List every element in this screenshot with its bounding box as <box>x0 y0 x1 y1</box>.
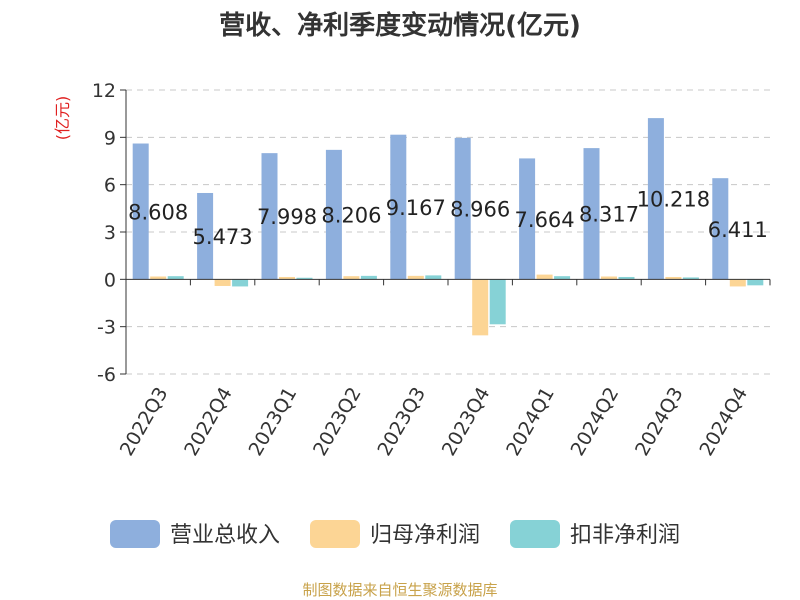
bar-扣非净利润-2024Q3[interactable] <box>682 277 699 280</box>
x-tick-label: 2022Q4 <box>180 384 237 460</box>
legend-label[interactable]: 营业总收入 <box>170 523 280 548</box>
legend: 营业总收入 归母净利润 扣非净利润 <box>110 520 680 548</box>
y-tick-label: 9 <box>104 127 116 149</box>
bar-营业总收入-2024Q3[interactable] <box>647 118 664 280</box>
x-tick-label: 2024Q1 <box>502 384 559 460</box>
x-tick-label: 2024Q2 <box>567 384 624 460</box>
legend-swatch[interactable] <box>310 520 360 548</box>
y-axis-label: (亿元) <box>53 96 72 141</box>
y-tick-label: 6 <box>104 175 116 197</box>
bar-归母净利润-2023Q2[interactable] <box>343 276 360 280</box>
bar-归母净利润-2022Q4[interactable] <box>214 279 231 286</box>
bar-归母净利润-2024Q1[interactable] <box>536 274 553 280</box>
bar-扣非净利润-2022Q3[interactable] <box>167 276 184 280</box>
grid <box>126 89 770 375</box>
data-label: 5.473 <box>193 225 253 249</box>
data-label: 7.664 <box>515 208 575 232</box>
bar-扣非净利润-2023Q2[interactable] <box>360 275 377 280</box>
bar-扣非净利润-2024Q1[interactable] <box>554 276 571 280</box>
bar-营业总收入-2023Q3[interactable] <box>390 134 407 280</box>
x-tick-label: 2023Q4 <box>438 384 495 460</box>
bars <box>132 118 764 336</box>
bar-扣非净利润-2023Q4[interactable] <box>489 279 506 325</box>
y-tick-label: 3 <box>104 222 116 244</box>
y-tick-label: 12 <box>92 80 116 102</box>
data-label: 8.317 <box>579 203 639 227</box>
y-tick-label: 0 <box>104 269 116 291</box>
bar-营业总收入-2023Q2[interactable] <box>325 149 342 280</box>
legend-label[interactable]: 归母净利润 <box>370 523 480 548</box>
bar-扣非净利润-2022Q4[interactable] <box>232 279 249 287</box>
bar-扣非净利润-2024Q4[interactable] <box>747 279 764 286</box>
legend-swatch[interactable] <box>110 520 160 548</box>
bar-归母净利润-2023Q3[interactable] <box>407 275 424 280</box>
bar-营业总收入-2022Q4[interactable] <box>197 192 214 280</box>
bar-归母净利润-2022Q3[interactable] <box>150 276 167 280</box>
x-tick-label: 2023Q2 <box>309 384 366 460</box>
data-label: 6.411 <box>708 218 768 242</box>
bar-归母净利润-2024Q3[interactable] <box>665 276 682 280</box>
x-tick-label: 2024Q3 <box>631 384 688 460</box>
x-tick-label: 2022Q3 <box>116 384 173 460</box>
bar-营业总收入-2023Q1[interactable] <box>261 153 278 280</box>
legend-swatch[interactable] <box>510 520 560 548</box>
bar-归母净利润-2024Q2[interactable] <box>601 276 617 280</box>
bar-扣非净利润-2023Q3[interactable] <box>425 275 442 280</box>
x-tick-label: 2023Q3 <box>373 384 430 460</box>
x-tick-label: 2024Q4 <box>695 384 752 460</box>
bar-扣非净利润-2023Q1[interactable] <box>296 277 313 280</box>
bar-归母净利润-2024Q4[interactable] <box>729 279 746 287</box>
bar-归母净利润-2023Q4[interactable] <box>472 279 489 336</box>
bar-营业总收入-2022Q3[interactable] <box>132 143 149 280</box>
data-label: 8.206 <box>321 204 381 228</box>
y-tick-label: -3 <box>97 317 116 339</box>
data-label: 8.608 <box>128 200 188 224</box>
data-label: 7.998 <box>257 205 317 229</box>
data-label: 9.167 <box>386 196 446 220</box>
bar-扣非净利润-2024Q2[interactable] <box>618 276 635 280</box>
bar-营业总收入-2024Q1[interactable] <box>519 158 536 280</box>
y-tick-label: -6 <box>97 364 116 386</box>
legend-label[interactable]: 扣非净利润 <box>570 523 680 548</box>
chart-title: 营收、净利季度变动情况(亿元) <box>219 10 581 41</box>
x-tick-label: 2023Q1 <box>245 384 302 460</box>
bar-营业总收入-2024Q2[interactable] <box>583 148 600 280</box>
source-note: 制图数据来自恒生聚源数据库 <box>302 581 497 599</box>
data-label: 8.966 <box>450 198 510 222</box>
data-label: 10.218 <box>637 188 710 212</box>
bar-营业总收入-2024Q4[interactable] <box>712 178 729 280</box>
bar-营业总收入-2023Q4[interactable] <box>454 137 471 280</box>
bar-归母净利润-2023Q1[interactable] <box>279 276 295 280</box>
